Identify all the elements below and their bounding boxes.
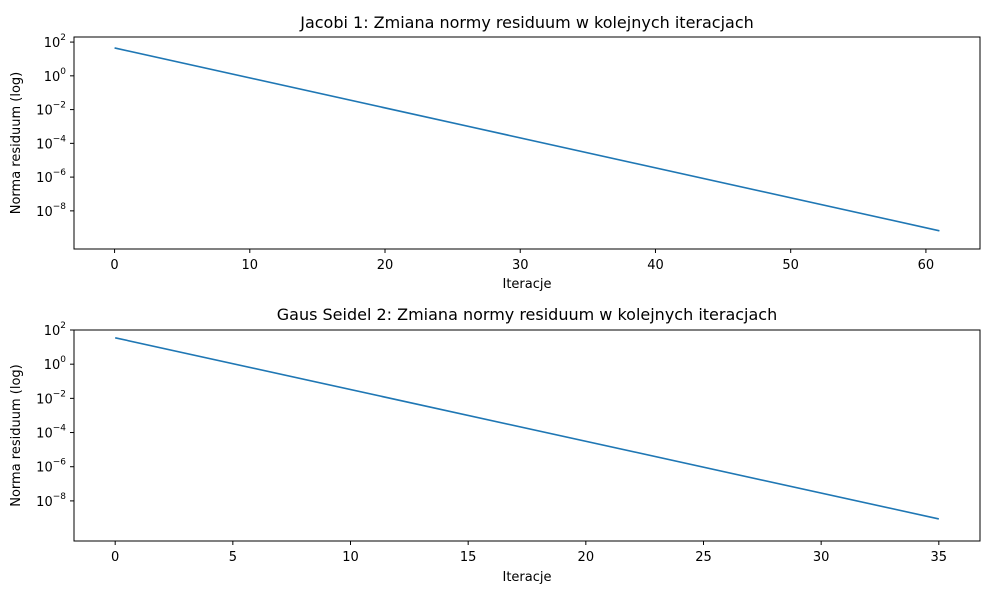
chart-title: Gaus Seidel 2: Zmiana normy residuum w k… (277, 305, 778, 324)
x-tick-label: 20 (377, 258, 394, 273)
y-axis-label: Norma residuum (log) (9, 364, 24, 507)
y-tick-label: 10−4 (36, 134, 66, 152)
series-line (115, 337, 939, 520)
x-tick-label: 40 (647, 258, 664, 273)
x-axis-label: Iteracje (503, 570, 552, 585)
chart-2: Gaus Seidel 2: Zmiana normy residuum w k… (9, 305, 981, 585)
y-tick-label: 10−2 (36, 389, 66, 407)
y-tick-label: 102 (44, 33, 66, 51)
y-tick-label: 10−8 (36, 202, 66, 220)
x-tick-label: 10 (342, 550, 359, 565)
y-tick-label: 100 (44, 67, 67, 85)
chart-1: Jacobi 1: Zmiana normy residuum w kolejn… (9, 13, 981, 292)
chart-title: Jacobi 1: Zmiana normy residuum w kolejn… (299, 13, 754, 32)
y-tick-label: 10−2 (36, 101, 66, 119)
x-tick-label: 60 (918, 258, 935, 273)
y-axis-label: Norma residuum (log) (9, 72, 24, 215)
x-tick-label: 25 (695, 550, 712, 565)
y-tick-label: 10−6 (36, 458, 66, 476)
x-tick-label: 0 (111, 550, 119, 565)
series-line (114, 47, 940, 232)
x-tick-label: 15 (460, 550, 477, 565)
x-tick-label: 30 (813, 550, 830, 565)
y-tick-label: 102 (44, 321, 66, 339)
x-tick-label: 50 (782, 258, 799, 273)
y-tick-label: 10−8 (36, 492, 66, 510)
x-axis-label: Iteracje (503, 277, 552, 292)
y-tick-label: 10−4 (36, 424, 66, 442)
plot-frame (73, 329, 981, 542)
x-tick-label: 5 (229, 550, 237, 565)
x-tick-label: 35 (931, 550, 948, 565)
y-tick-label: 100 (44, 355, 67, 373)
y-tick-label: 10−6 (36, 168, 66, 186)
x-tick-label: 30 (512, 258, 529, 273)
x-tick-label: 20 (578, 550, 595, 565)
x-tick-label: 0 (110, 258, 118, 273)
x-tick-label: 10 (242, 258, 259, 273)
